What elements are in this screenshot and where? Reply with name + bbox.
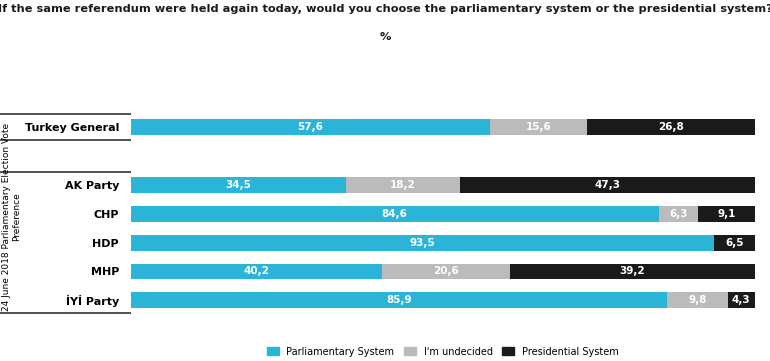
Text: 4,3: 4,3	[732, 295, 751, 305]
Bar	[131, 292, 667, 308]
Text: 93,5: 93,5	[410, 238, 435, 248]
Bar	[131, 235, 714, 251]
Text: 39,2: 39,2	[620, 266, 645, 277]
Bar	[658, 206, 698, 222]
Text: 40,2: 40,2	[243, 266, 270, 277]
Legend: Parliamentary System, I'm undecided, Presidential System: Parliamentary System, I'm undecided, Pre…	[263, 343, 622, 361]
Text: 15,6: 15,6	[526, 122, 551, 132]
Bar	[460, 177, 755, 193]
Text: 57,6: 57,6	[297, 122, 323, 132]
Bar	[698, 206, 755, 222]
Bar	[131, 206, 658, 222]
Bar	[510, 264, 755, 279]
Text: 6,5: 6,5	[725, 238, 744, 248]
Text: If the same referendum were held again today, would you choose the parliamentary: If the same referendum were held again t…	[0, 4, 770, 14]
Text: 9,1: 9,1	[717, 209, 735, 219]
Bar	[667, 292, 728, 308]
Text: 20,6: 20,6	[433, 266, 459, 277]
Text: 9,8: 9,8	[688, 295, 706, 305]
Text: 85,9: 85,9	[386, 295, 412, 305]
Text: 47,3: 47,3	[594, 180, 620, 190]
Bar	[714, 235, 755, 251]
Text: %: %	[380, 32, 390, 43]
Text: 24 June 2018 Parliamentary Election Vote
Preference: 24 June 2018 Parliamentary Election Vote…	[2, 122, 22, 311]
Bar	[131, 177, 346, 193]
Text: 84,6: 84,6	[382, 209, 407, 219]
Bar	[131, 119, 490, 135]
Bar	[728, 292, 755, 308]
Bar	[131, 264, 382, 279]
Text: 6,3: 6,3	[669, 209, 688, 219]
Bar	[588, 119, 755, 135]
Bar	[490, 119, 588, 135]
Text: 18,2: 18,2	[390, 180, 416, 190]
Text: 34,5: 34,5	[226, 180, 252, 190]
Text: 26,8: 26,8	[658, 122, 684, 132]
Bar	[346, 177, 460, 193]
Bar	[382, 264, 510, 279]
